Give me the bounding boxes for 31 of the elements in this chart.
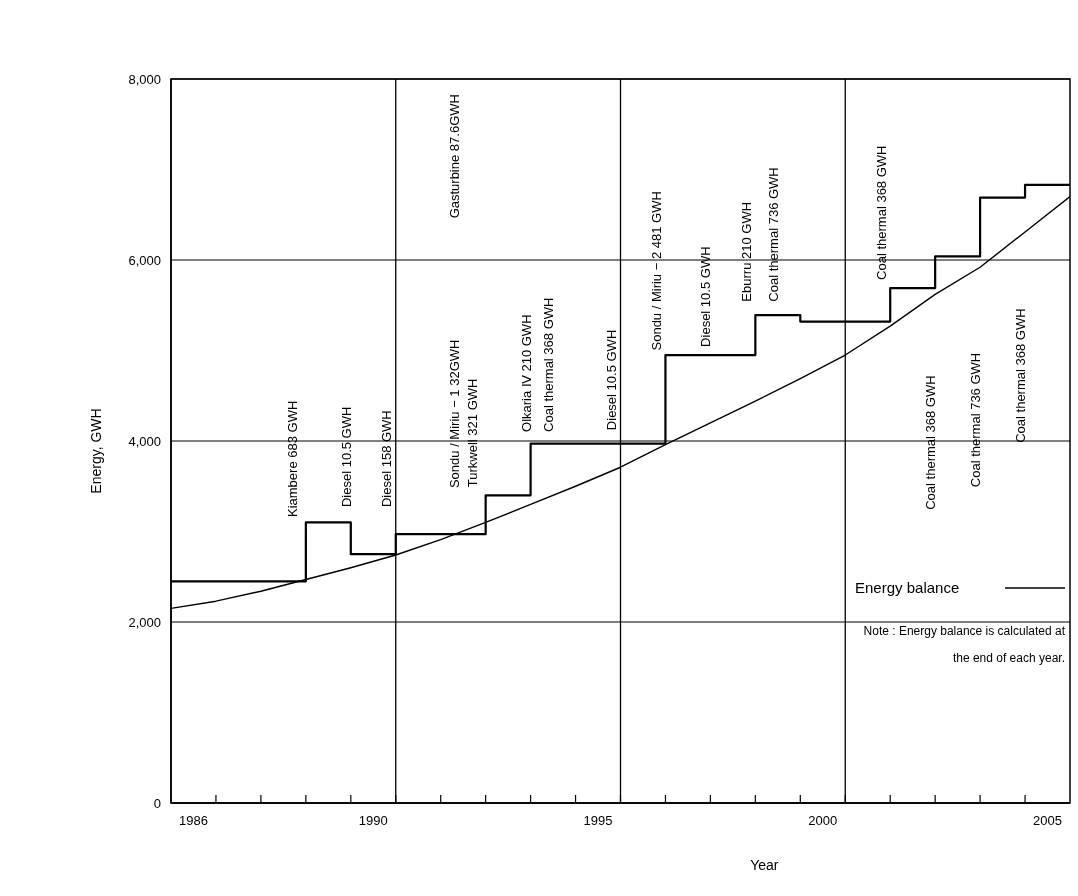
annotation: Coal thermal 368 GWH	[541, 297, 557, 432]
annotation: Diesel 10.5 GWH	[604, 329, 620, 431]
y-tick-label: 8,000	[128, 72, 161, 87]
y-axis-title: Energy, GWH	[88, 408, 104, 494]
y-tick-label: 2,000	[128, 615, 161, 630]
x-tick-label: 2000	[808, 813, 838, 828]
annotation: Gasturbine 87.6GWH	[446, 94, 462, 219]
annotation: Coal thermal 368 GWH	[873, 145, 889, 280]
x-tick-label: 1986	[179, 813, 208, 828]
annotation: Kiambere 683 GWH	[284, 400, 300, 518]
y-tick-label: 6,000	[128, 253, 161, 268]
annotation: Turkwell 321 GWH	[464, 378, 480, 488]
x-axis-title: Year	[750, 857, 779, 873]
annotation: Diesel 10.5 GWH	[338, 406, 354, 508]
x-tick-label: 1995	[583, 813, 613, 828]
annotation: Coal thermal 736 GWH	[968, 352, 984, 488]
annotation: Sondu / Miriu − 1 32GWH	[446, 339, 462, 489]
annotation: Diesel 10.5 GWH	[698, 246, 714, 347]
y-tick-label: 4,000	[128, 434, 161, 449]
annotation: Coal thermal 368 GWH	[1013, 308, 1029, 443]
annotation: Eburru 210 GWH	[738, 201, 754, 302]
annotation: Diesel 158 GWH	[379, 410, 395, 508]
annotation: Coal thermal 368 GWH	[923, 375, 939, 510]
annotation: Olkaria Ⅳ 210 GWH	[518, 314, 534, 432]
annotation: Sondu / Miriu − 2 481 GWH	[648, 191, 664, 351]
x-tick-label: 1990	[358, 813, 388, 828]
annotation: Coal thermal 736 GWH	[765, 167, 781, 302]
y-tick-label: 0	[153, 796, 161, 811]
x-tick-label: 2005	[1033, 813, 1062, 828]
legend-key: Energy balance	[855, 579, 1066, 596]
annotation: Note : Energy balance is calculated at the end of each year.	[862, 623, 1065, 667]
